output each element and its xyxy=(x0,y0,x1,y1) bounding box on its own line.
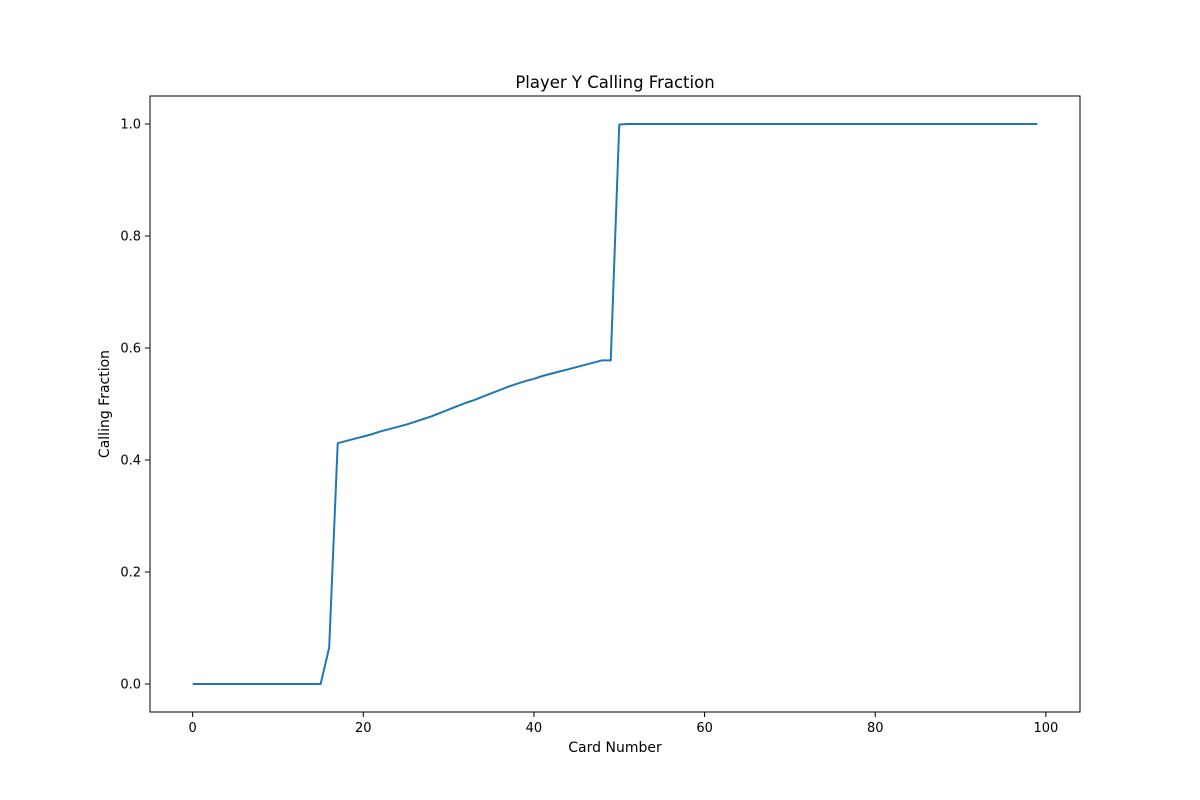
y-tick-label: 0.8 xyxy=(120,230,141,245)
y-tick-label: 0.0 xyxy=(120,678,141,693)
y-tick-label: 0.4 xyxy=(120,454,141,469)
y-tick-label: 0.2 xyxy=(120,566,141,581)
x-tick-label: 0 xyxy=(189,721,197,736)
y-tick-label: 0.6 xyxy=(120,342,141,357)
x-axis-label: Card Number xyxy=(568,740,662,756)
x-tick-label: 100 xyxy=(1033,721,1058,736)
series-line-0 xyxy=(192,123,1038,685)
chart-title: Player Y Calling Fraction xyxy=(515,73,714,92)
series-layer xyxy=(192,123,1038,685)
x-tick-label: 40 xyxy=(526,721,543,736)
x-axis: 0 20 40 60 80 100 xyxy=(189,712,1058,736)
y-axis: 0.0 0.2 0.4 0.6 0.8 1.0 xyxy=(120,118,150,693)
plot-area xyxy=(149,95,1081,713)
x-tick-label: 60 xyxy=(696,721,713,736)
x-tick-label: 80 xyxy=(867,721,884,736)
x-tick-label: 20 xyxy=(355,721,372,736)
y-axis-label: Calling Fraction xyxy=(97,350,113,458)
axes-frame xyxy=(149,95,1081,713)
y-tick-label: 1.0 xyxy=(120,118,141,133)
